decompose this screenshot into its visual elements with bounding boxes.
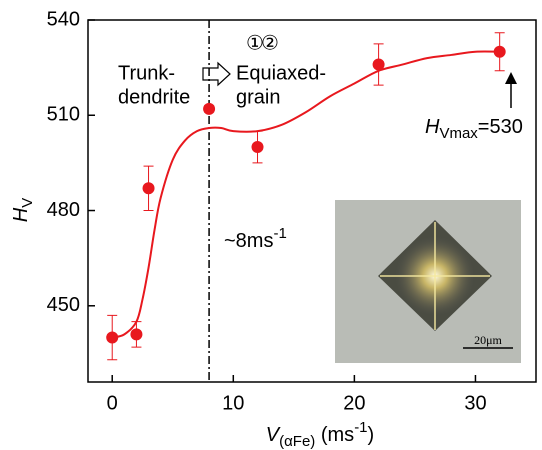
- arrow: [505, 72, 517, 84]
- arrow: [202, 61, 231, 87]
- annotation: grain: [236, 86, 280, 108]
- fit-line: [111, 50, 500, 339]
- y-axis-label: HV: [10, 198, 36, 222]
- data-point: [106, 331, 119, 344]
- x-tick-label: 0: [107, 392, 118, 414]
- x-axis-label: V(αFe) (ms-1): [266, 419, 374, 450]
- data-point: [203, 102, 216, 115]
- x-tick-label: 30: [464, 392, 486, 414]
- x-tick-label: 10: [222, 392, 244, 414]
- data-point: [142, 182, 155, 195]
- annotation: ~8ms-1: [224, 225, 287, 252]
- y-tick-label: 510: [47, 104, 80, 126]
- x-tick-label: 20: [343, 392, 365, 414]
- y-tick-label: 480: [47, 199, 80, 221]
- data-point: [493, 45, 506, 58]
- annotation: ①: [246, 32, 264, 54]
- plot-frame: [87, 19, 537, 383]
- y-tick-label: 450: [47, 294, 80, 316]
- data-point: [251, 141, 264, 154]
- y-tick-label: 540: [47, 8, 80, 30]
- annotation: ②: [261, 32, 279, 54]
- data-point: [372, 58, 385, 71]
- annotation: dendrite: [118, 86, 190, 108]
- annotation: Equiaxed-: [236, 62, 326, 84]
- scale-bar-label: 20μm: [474, 333, 502, 347]
- inset-image: 20μm: [335, 200, 521, 363]
- annotation: Trunk-: [118, 62, 175, 84]
- data-point: [130, 328, 143, 341]
- annotation: HVmax=530: [425, 116, 523, 142]
